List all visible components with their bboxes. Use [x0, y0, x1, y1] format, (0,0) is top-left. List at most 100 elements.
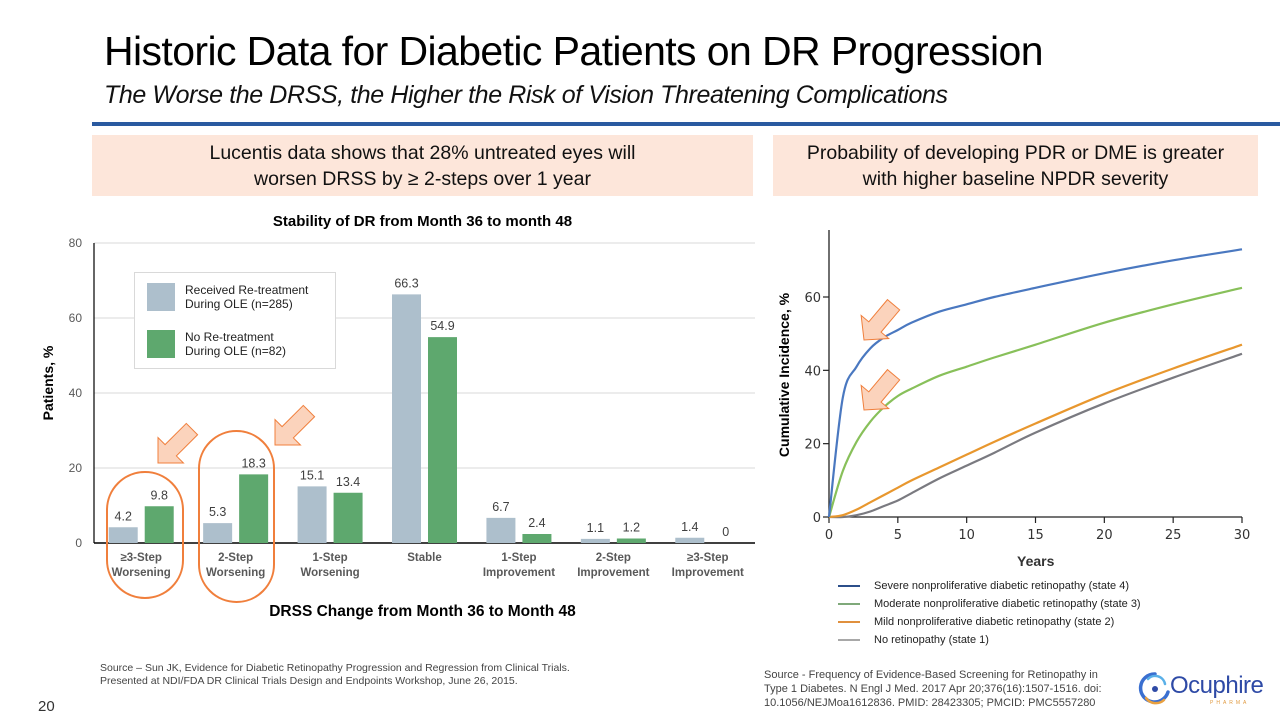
- bar-chart-title: Stability of DR from Month 36 to month 4…: [272, 213, 573, 230]
- line-series-state1: [828, 352, 1243, 519]
- arrow-icon-shape: [860, 298, 901, 341]
- callout-left-line1: Lucentis data shows that 28% untreated e…: [209, 141, 636, 164]
- bar-data-label: 1.4: [681, 520, 698, 534]
- line-series-state4: [827, 248, 1243, 518]
- bar-data-label: 66.3: [394, 276, 418, 290]
- title-divider: [92, 122, 1280, 126]
- logo-swirl-icon: [1138, 672, 1170, 705]
- bar-data-label: 1.1: [587, 521, 604, 535]
- bar-data-label: 4.2: [115, 509, 132, 523]
- legend-swatch-retreatment: [147, 283, 175, 311]
- line-x-tick-label: 30: [1234, 528, 1251, 543]
- bar-no-retreatment: [428, 337, 457, 543]
- line-chart-x-axis-label: Years: [1017, 553, 1055, 569]
- bar-y-tick-label: 80: [69, 236, 83, 250]
- arrow-icon-shape: [274, 404, 316, 446]
- company-logo: Ocuphire PHARMA: [1138, 670, 1268, 710]
- bar-data-label: 15.1: [300, 468, 324, 482]
- legend-item-no-retreatment: No Re-treatment During OLE (n=82): [147, 330, 286, 358]
- line-legend-label-state4: Severe nonproliferative diabetic retinop…: [874, 580, 1129, 592]
- bar-data-label: 2.4: [528, 516, 545, 530]
- arrow-icon: [157, 422, 199, 464]
- bar-y-tick-label: 60: [69, 311, 83, 325]
- bar-y-tick-label: 0: [75, 536, 82, 550]
- legend-item-retreatment: Received Re-treatment During OLE (n=285): [147, 283, 308, 311]
- line-legend-swatch-state2: [838, 621, 860, 623]
- bar-no-retreatment: [333, 492, 363, 543]
- bar-retreatment: [675, 537, 705, 543]
- source-citation-right: Source - Frequency of Evidence-Based Scr…: [764, 668, 1144, 710]
- source-left-line1: Source – Sun JK, Evidence for Diabetic R…: [100, 662, 570, 674]
- line-series-state3: [827, 286, 1243, 518]
- callout-right: Probability of developing PDR or DME is …: [773, 135, 1258, 196]
- bar-y-tick-label: 40: [69, 386, 83, 400]
- line-chart-legend: Severe nonproliferative diabetic retinop…: [838, 577, 1141, 649]
- source-right-line2: Type 1 Diabetes. N Engl J Med. 2017 Apr …: [764, 683, 1102, 695]
- page-number: 20: [38, 698, 55, 715]
- legend-label-retreatment-line2: During OLE (n=285): [185, 297, 293, 311]
- bar-x-tick-label: Improvement: [672, 567, 744, 579]
- highlight-oval: [106, 471, 184, 599]
- line-y-tick-label: 20: [804, 438, 821, 453]
- arrow-icon: [860, 368, 901, 411]
- legend-label-retreatment-line1: Received Re-treatment: [185, 283, 309, 297]
- bar-x-tick-label: 1-Step: [312, 552, 347, 564]
- bar-data-label: 54.9: [430, 319, 454, 333]
- line-legend-label-state2: Mild nonproliferative diabetic retinopat…: [874, 616, 1115, 628]
- callout-right-line1: Probability of developing PDR or DME is …: [806, 141, 1225, 164]
- bar-x-tick-label: Worsening: [112, 567, 171, 579]
- bar-x-tick-label: ≥3-Step: [687, 552, 728, 564]
- bar-x-tick-label: Stable: [407, 552, 442, 564]
- bar-retreatment: [297, 486, 327, 543]
- source-right-line1: Source - Frequency of Evidence-Based Scr…: [764, 669, 1098, 681]
- bar-x-tick-label: Improvement: [483, 567, 555, 579]
- line-legend-item-state3: Moderate nonproliferative diabetic retin…: [838, 595, 1141, 613]
- line-legend-swatch-state4: [838, 585, 860, 587]
- bar-x-tick-label: 1-Step: [501, 552, 536, 564]
- line-legend-item-state1: No retinopathy (state 1): [838, 631, 1141, 649]
- legend-swatch-no-retreatment: [147, 330, 175, 358]
- bar-data-label: 13.4: [336, 475, 360, 489]
- callout-left: Lucentis data shows that 28% untreated e…: [92, 135, 753, 196]
- line-x-tick-label: 10: [958, 528, 975, 543]
- line-x-tick-label: 25: [1165, 528, 1182, 543]
- bar-data-label: 9.8: [151, 488, 168, 502]
- logo-wordmark: Ocuphire: [1170, 672, 1264, 699]
- line-legend-swatch-state1: [838, 639, 860, 641]
- line-legend-label-state1: No retinopathy (state 1): [874, 634, 989, 646]
- callout-right-line2: with higher baseline NPDR severity: [862, 167, 1169, 190]
- line-x-tick-label: 20: [1096, 528, 1113, 543]
- bar-retreatment: [203, 523, 233, 543]
- line-y-tick-label: 40: [804, 364, 821, 379]
- callout-left-line2: worsen DRSS by ≥ 2-steps over 1 year: [254, 167, 591, 190]
- line-legend-item-state4: Severe nonproliferative diabetic retinop…: [838, 577, 1141, 595]
- arrow-icon-shape: [157, 422, 199, 464]
- bar-retreatment: [392, 294, 421, 543]
- bar-no-retreatment: [522, 534, 552, 543]
- line-y-tick-label: 0: [813, 511, 821, 526]
- bar-retreatment: [108, 527, 138, 543]
- bar-y-tick-label: 20: [69, 461, 83, 475]
- bar-chart-legend: Received Re-treatment During OLE (n=285)…: [134, 272, 336, 369]
- bar-data-label: 0: [722, 525, 729, 539]
- bar-x-tick-label: Worsening: [300, 567, 359, 579]
- bar-retreatment: [486, 517, 516, 543]
- highlight-oval: [198, 430, 275, 603]
- line-legend-swatch-state3: [838, 603, 860, 605]
- line-x-tick-label: 0: [825, 528, 833, 543]
- arrow-icon-shape: [860, 368, 901, 411]
- line-series-state2: [828, 343, 1243, 519]
- bar-x-tick-label: Worsening: [206, 567, 265, 579]
- logo-tagline: PHARMA: [1210, 700, 1250, 706]
- arrow-icon: [274, 404, 316, 446]
- source-right-line3: 10.1056/NEJMoa1612836. PMID: 28423305; P…: [764, 697, 1096, 709]
- bar-data-label: 5.3: [209, 505, 226, 519]
- line-legend-item-state2: Mild nonproliferative diabetic retinopat…: [838, 613, 1141, 631]
- line-y-tick-label: 60: [804, 291, 821, 306]
- arrow-icon: [860, 298, 901, 341]
- legend-label-no-retreatment-line2: During OLE (n=82): [185, 344, 287, 358]
- legend-label-no-retreatment-line1: No Re-treatment: [185, 330, 274, 344]
- line-x-tick-label: 5: [894, 528, 902, 543]
